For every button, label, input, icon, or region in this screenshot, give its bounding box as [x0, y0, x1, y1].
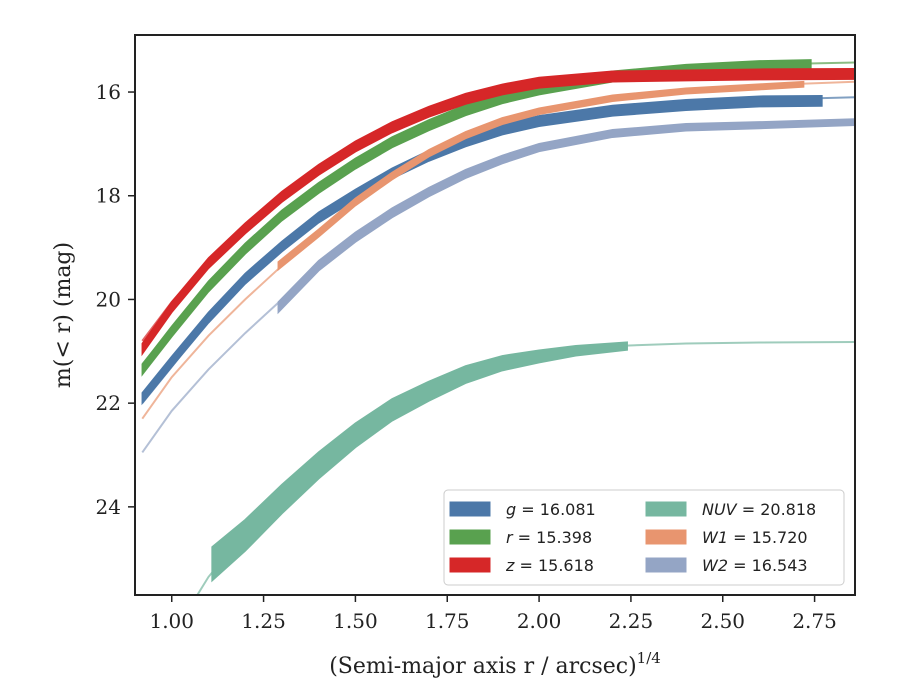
y-axis: 16 18 20 22 24: [96, 80, 135, 519]
legend-swatch: [645, 501, 687, 517]
plot-frame: [134, 34, 856, 596]
x-tick-label: 1.00: [149, 609, 194, 633]
x-tick-label: 2.75: [792, 609, 837, 633]
profile-band-w2: [277, 118, 855, 315]
profile-band-g: [141, 94, 823, 406]
x-tick-label: 2.50: [700, 609, 745, 633]
legend-swatch: [645, 529, 687, 545]
legend-item-nuv: NUV = 20.818: [645, 500, 816, 519]
y-tick-label: 24: [96, 495, 121, 519]
legend-box: [443, 489, 845, 586]
legend-label: r = 15.398: [506, 528, 592, 547]
series-w2: [141, 118, 855, 453]
legend-item-w2: W2 = 16.543: [645, 556, 808, 575]
legend-item-g: g = 16.081: [449, 500, 596, 519]
x-tick-label: 1.75: [425, 609, 470, 633]
y-tick-label: 22: [96, 391, 121, 415]
legend-label: g = 16.081: [506, 500, 596, 519]
legend: g = 16.081 r = 15.398 z = 15.618 NUV = 20.8…: [443, 489, 845, 586]
y-tick-label: 16: [96, 80, 121, 104]
x-tick-label: 2.00: [517, 609, 562, 633]
x-axis-label-text: (Semi-major axis r / arcsec): [329, 654, 636, 679]
y-axis-label: m(< r) (mag): [51, 242, 76, 388]
series-nuv: [196, 341, 855, 595]
legend-label: z = 15.618: [505, 556, 594, 575]
legend-label: NUV = 20.818: [702, 500, 816, 519]
legend-swatch: [645, 557, 687, 573]
legend-item-r: r = 15.398: [449, 528, 592, 547]
x-axis-label-superscript: 1/4: [637, 649, 661, 667]
series-layer: [141, 59, 855, 595]
series-w1: [141, 80, 855, 420]
x-tick-label: 2.25: [609, 609, 654, 633]
legend-item-z: z = 15.618: [449, 556, 594, 575]
x-tick-label: 1.25: [241, 609, 286, 633]
profile-band-w1: [277, 80, 805, 272]
x-tick-label: 1.50: [333, 609, 378, 633]
x-axis-label: (Semi-major axis r / arcsec)1/4: [329, 649, 661, 679]
profile-band-z: [141, 67, 855, 357]
x-axis: 1.00 1.25 1.50 1.75 2.00 2.25 2.50 2.75: [149, 595, 837, 633]
profile-band-nuv: [211, 341, 628, 583]
y-tick-label: 18: [96, 184, 121, 208]
legend-label: W1 = 15.720: [702, 528, 808, 547]
legend-swatch: [449, 557, 491, 573]
legend-item-w1: W1 = 15.720: [645, 528, 808, 547]
legend-swatch: [449, 501, 491, 517]
y-tick-label: 20: [96, 287, 121, 311]
series-z: [141, 67, 855, 357]
legend-label: W2 = 16.543: [702, 556, 808, 575]
legend-swatch: [449, 529, 491, 545]
